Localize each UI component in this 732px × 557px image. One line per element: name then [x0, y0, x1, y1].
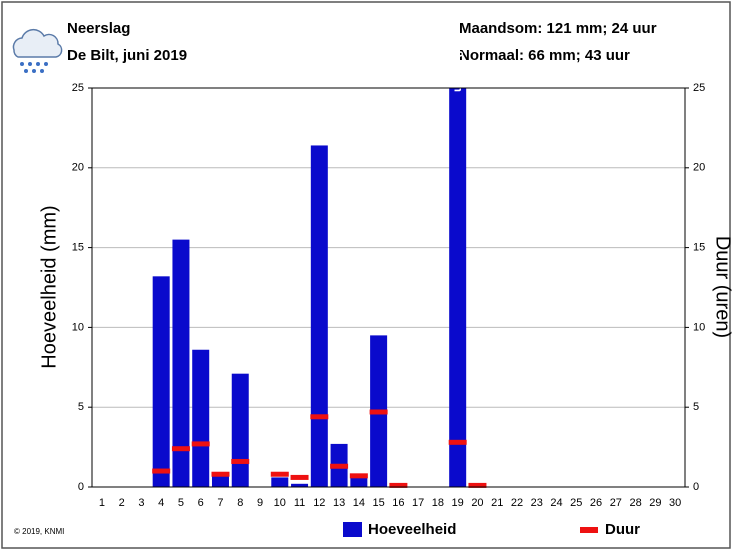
x-tick-label: 13: [333, 497, 345, 509]
duration-mark: [349, 473, 368, 479]
x-tick-label: 5: [178, 497, 184, 509]
copyright: © 2019, KNMI: [14, 527, 64, 536]
y-tick-label: 25: [72, 82, 84, 94]
x-tick-label: 20: [471, 497, 483, 509]
duration-mark: [468, 482, 487, 488]
x-tick-label: 15: [372, 497, 384, 509]
bar: [449, 88, 467, 487]
x-tick-label: 28: [629, 497, 641, 509]
bar: [192, 349, 210, 487]
x-tick-label: 4: [158, 497, 164, 509]
x-tick-label: 10: [274, 497, 286, 509]
y-tick-label: 15: [72, 242, 84, 254]
x-tick-label: 29: [649, 497, 661, 509]
x-tick-label: 19: [452, 497, 464, 509]
duration-mark: [152, 468, 171, 474]
value-label: 40.8 mm: [452, 44, 466, 92]
y-tick-label: 20: [72, 162, 84, 174]
plot-border: [91, 87, 686, 488]
x-tick-label: 7: [217, 497, 223, 509]
x-tick-label: 1: [99, 497, 105, 509]
bar: [350, 477, 368, 487]
y-axis-label: Hoeveelheid (mm): [38, 205, 60, 368]
legend-label: Hoeveelheid: [368, 521, 456, 538]
x-tick-label: 3: [138, 497, 144, 509]
x-tick-label: 22: [511, 497, 523, 509]
x-tick-label: 6: [198, 497, 204, 509]
duration-mark: [310, 414, 329, 420]
x-tick-label: 8: [237, 497, 243, 509]
x-tick-label: 14: [353, 497, 365, 509]
duration-mark: [369, 409, 388, 415]
x-tick-label: 18: [432, 497, 444, 509]
x-tick-label: 2: [119, 497, 125, 509]
x-tick-label: 23: [531, 497, 543, 509]
y2-tick-label: 0: [693, 481, 699, 493]
bar: [172, 239, 190, 487]
duration-mark: [171, 446, 190, 452]
legend-label: Duur: [605, 521, 640, 538]
bar: [211, 474, 229, 487]
rain-icon: [12, 28, 63, 73]
x-tick-label: 30: [669, 497, 681, 509]
chart-title: Neerslag: [67, 20, 130, 37]
bar: [310, 145, 328, 487]
x-tick-label: 16: [392, 497, 404, 509]
x-tick-label: 27: [610, 497, 622, 509]
x-tick-label: 9: [257, 497, 263, 509]
bar: [291, 483, 309, 487]
bar: [152, 276, 170, 487]
x-tick-label: 25: [570, 497, 582, 509]
x-tick-label: 12: [313, 497, 325, 509]
x-tick-label: 26: [590, 497, 602, 509]
annotation: Normaal: 66 mm; 43 uur: [459, 47, 630, 64]
y2-tick-label: 10: [693, 321, 705, 333]
x-tick-label: 17: [412, 497, 424, 509]
y2-axis-label: Duur (uren): [712, 236, 732, 338]
bar: [231, 373, 249, 487]
x-tick-label: 11: [294, 497, 305, 509]
y-tick-label: 5: [78, 401, 84, 413]
legend-swatch: [343, 522, 362, 537]
duration-mark: [270, 471, 289, 477]
duration-mark: [191, 441, 210, 447]
y2-tick-label: 5: [693, 401, 699, 413]
y2-tick-label: 25: [693, 82, 705, 94]
duration-mark: [448, 439, 467, 445]
x-tick-label: 24: [550, 497, 562, 509]
duration-mark: [290, 474, 309, 480]
annotation: Maandsom: 121 mm; 24 uur: [459, 20, 657, 37]
duration-mark: [389, 482, 408, 488]
y2-tick-label: 20: [693, 162, 705, 174]
bar: [271, 477, 289, 487]
y-tick-label: 10: [72, 321, 84, 333]
duration-mark: [330, 463, 349, 469]
duration-mark: [231, 458, 250, 464]
y2-tick-label: 15: [693, 242, 705, 254]
chart-subtitle: De Bilt, juni 2019: [67, 47, 187, 64]
y-tick-label: 0: [78, 481, 84, 493]
duration-mark: [211, 471, 230, 477]
x-tick-label: 21: [491, 497, 503, 509]
legend-swatch: [580, 527, 598, 533]
